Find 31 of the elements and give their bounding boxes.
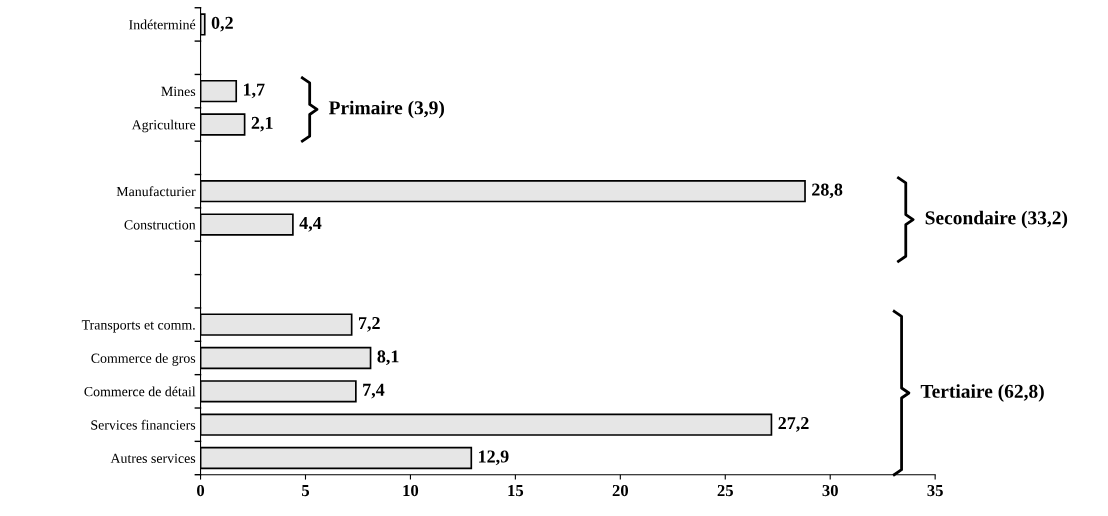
data-label: 0,2 — [211, 16, 233, 32]
data-label: 4,4 — [299, 217, 322, 232]
annotation: Tertiaire (62,8) — [920, 384, 1044, 402]
y-tick-label: Commerce de gros — [91, 353, 196, 366]
x-tick-label: 10 — [403, 484, 419, 497]
x-tick-label: 25 — [717, 484, 733, 497]
y-tick-label: Construction — [124, 220, 196, 230]
data-label: 7,2 — [359, 317, 380, 332]
y-tick-label: Commerce de détail — [84, 386, 196, 397]
data-label: 28,8 — [812, 183, 843, 199]
x-tick-label: 20 — [612, 484, 629, 497]
data-label: 2,1 — [251, 116, 273, 132]
annotation: Secondaire (33,2) — [925, 210, 1068, 229]
data-label: 12,9 — [479, 450, 509, 466]
x-tick-label: 0 — [197, 484, 205, 497]
y-tick-label: Agriculture — [131, 119, 196, 133]
data-label: 27,2 — [778, 417, 809, 432]
data-label: 7,4 — [363, 383, 385, 399]
x-tick-label: 35 — [927, 484, 943, 497]
y-tick-label: Manufacturier — [116, 186, 196, 197]
y-tick-label: Services financiers — [91, 419, 196, 430]
x-tick-label: 5 — [301, 485, 310, 497]
x-tick-label: 15 — [508, 485, 524, 497]
annotation: Primaire (3,9) — [328, 100, 444, 119]
x-tick-label: 30 — [822, 484, 838, 497]
y-tick-label: Indéterminé — [129, 19, 196, 30]
y-tick-label: Autres services — [110, 453, 196, 463]
data-label: 8,1 — [377, 350, 399, 366]
y-tick-label: Transports et comm. — [81, 320, 195, 333]
data-label: 1,7 — [243, 83, 265, 99]
y-tick-label: Mines — [161, 86, 196, 97]
